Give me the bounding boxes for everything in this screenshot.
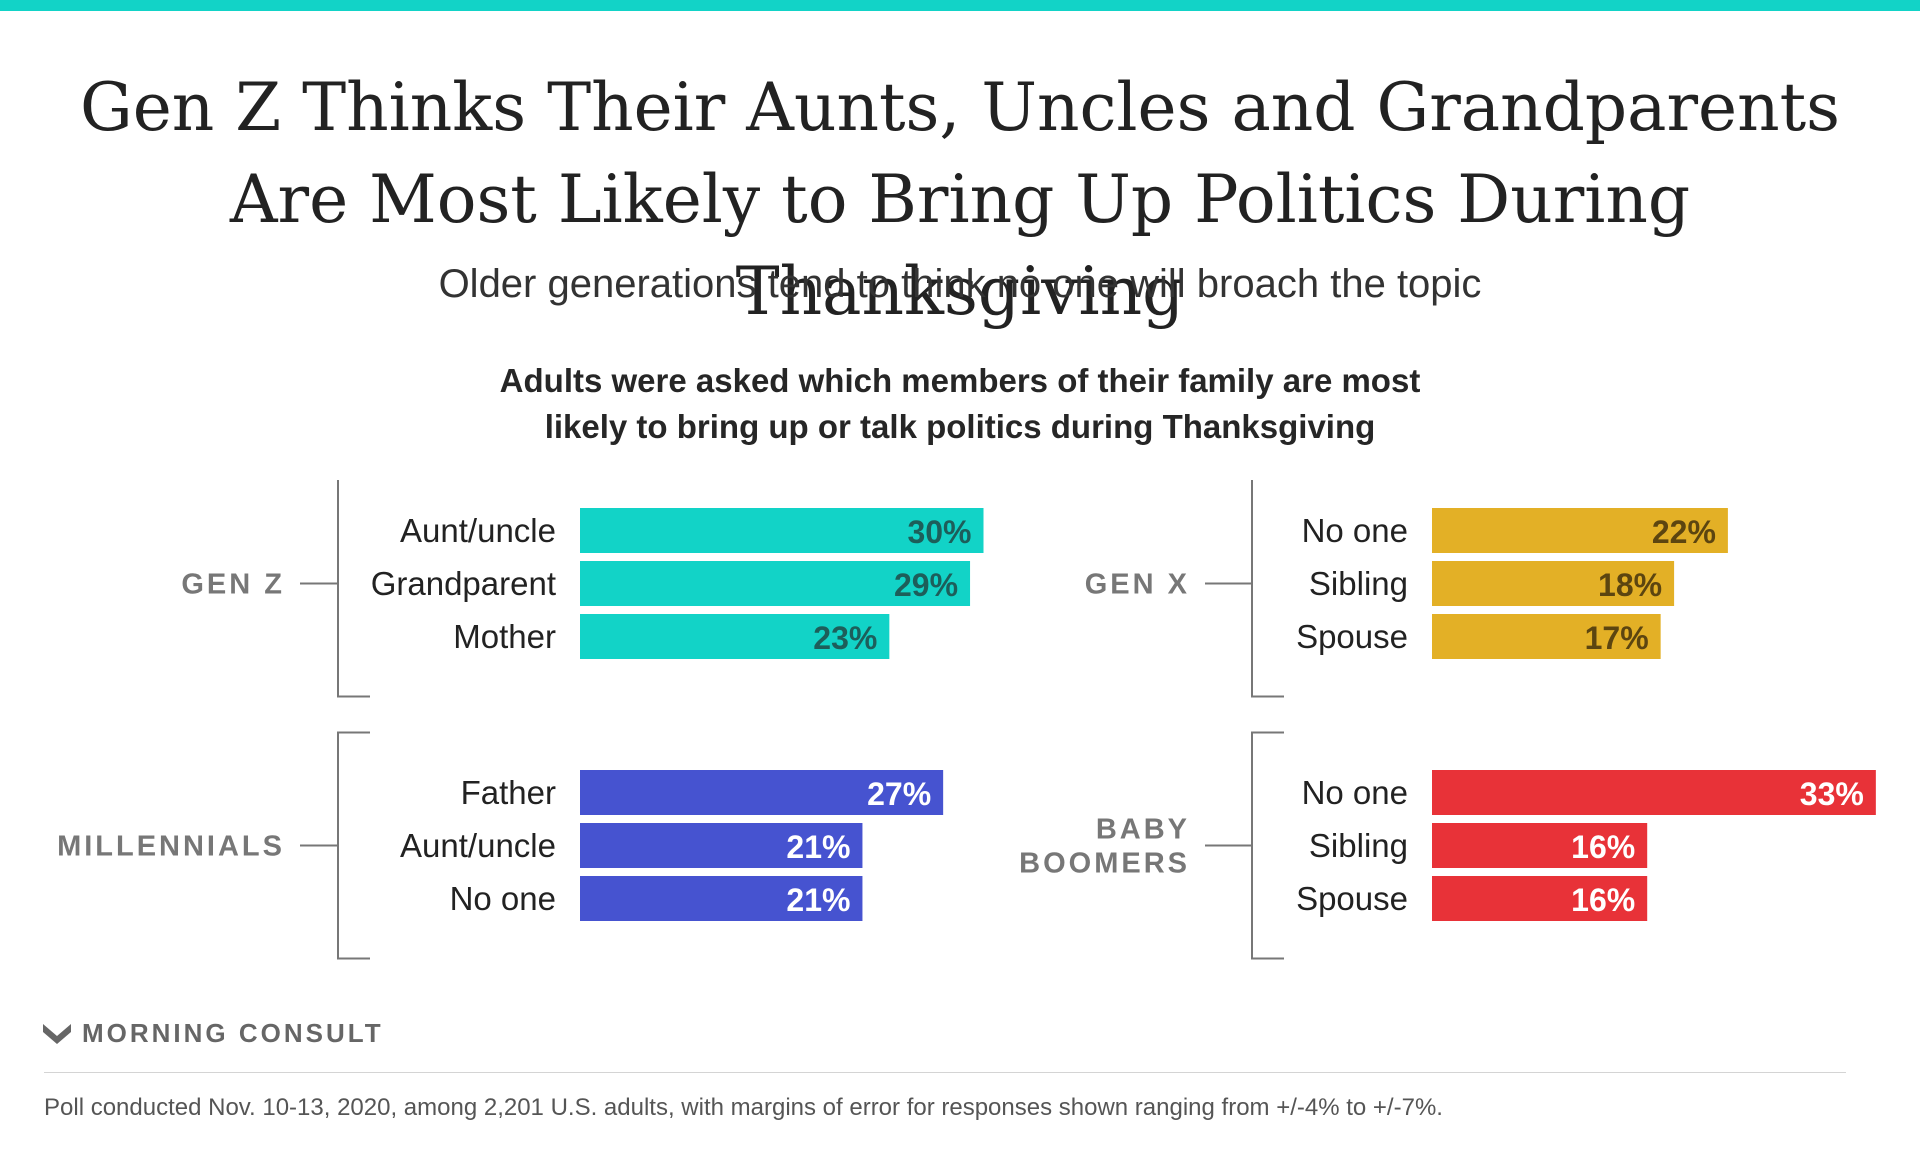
group-label: BABY bbox=[1096, 814, 1190, 846]
survey-question-line-1: Adults were asked which members of their… bbox=[499, 362, 1421, 399]
category-label: Grandparent bbox=[371, 565, 556, 602]
bar bbox=[1432, 508, 1728, 553]
chart-subtitle: Older generations tend to think no one w… bbox=[438, 262, 1482, 306]
value-label: 17% bbox=[1585, 620, 1649, 656]
value-label: 23% bbox=[813, 620, 877, 656]
survey-question: Adults were asked which members of their… bbox=[0, 358, 1920, 450]
chart-title-line-2: Are Most Likely to Bring Up Politics Dur… bbox=[229, 161, 1691, 330]
category-label: Sibling bbox=[1309, 565, 1408, 602]
group-label: GEN Z bbox=[181, 569, 285, 601]
bar bbox=[580, 614, 890, 659]
value-label: 21% bbox=[786, 882, 850, 918]
group-label: BOOMERS bbox=[1019, 848, 1190, 880]
category-label: Mother bbox=[453, 618, 556, 655]
category-label: Spouse bbox=[1296, 880, 1408, 917]
methodology-note: Poll conducted Nov. 10-13, 2020, among 2… bbox=[44, 1094, 1443, 1121]
chart-title: Gen Z Thinks Their Aunts, Uncles and Gra… bbox=[0, 62, 1920, 338]
bar bbox=[1432, 561, 1675, 606]
chart-title-line-1: Gen Z Thinks Their Aunts, Uncles and Gra… bbox=[79, 69, 1841, 146]
morning-consult-m-icon bbox=[43, 1023, 71, 1044]
category-label: No one bbox=[1302, 512, 1408, 549]
bar bbox=[1432, 614, 1661, 659]
value-label: 33% bbox=[1800, 776, 1864, 812]
footer-divider bbox=[44, 1072, 1846, 1073]
brand-logo: MORNING CONSULT bbox=[42, 1018, 384, 1049]
bar bbox=[580, 508, 984, 553]
bar bbox=[1432, 770, 1876, 815]
category-label: Spouse bbox=[1296, 618, 1408, 655]
category-label: No one bbox=[1302, 774, 1408, 811]
top-accent-bar bbox=[0, 0, 1920, 11]
bar bbox=[580, 561, 971, 606]
bar bbox=[1432, 876, 1648, 921]
category-label: Sibling bbox=[1309, 827, 1408, 864]
bar bbox=[580, 823, 863, 868]
group-bracket bbox=[1251, 480, 1284, 698]
category-label: Aunt/uncle bbox=[400, 827, 556, 864]
bar bbox=[580, 770, 944, 815]
group-bracket bbox=[337, 480, 370, 698]
bar bbox=[580, 876, 863, 921]
group-label: GEN X bbox=[1085, 569, 1190, 601]
brand-name: MORNING CONSULT bbox=[82, 1018, 384, 1048]
value-label: 16% bbox=[1571, 829, 1635, 865]
value-label: 22% bbox=[1652, 514, 1716, 550]
group-bracket bbox=[337, 731, 370, 960]
group-bracket bbox=[1251, 731, 1284, 960]
value-label: 30% bbox=[907, 514, 971, 550]
category-label: Aunt/uncle bbox=[400, 512, 556, 549]
bar bbox=[1432, 823, 1648, 868]
category-label: Father bbox=[461, 774, 556, 811]
grouped-bar-chart: GEN Z Aunt/uncle 30% Grandparent 29% Mother 23… bbox=[57, 480, 1876, 960]
value-label: 29% bbox=[894, 567, 958, 603]
group-label: MILLENNIALS bbox=[57, 831, 285, 863]
value-label: 27% bbox=[867, 776, 931, 812]
survey-question-line-2: likely to bring up or talk politics duri… bbox=[544, 408, 1376, 445]
value-label: 21% bbox=[786, 829, 850, 865]
category-label: No one bbox=[450, 880, 556, 917]
value-label: 18% bbox=[1598, 567, 1662, 603]
value-label: 16% bbox=[1571, 882, 1635, 918]
